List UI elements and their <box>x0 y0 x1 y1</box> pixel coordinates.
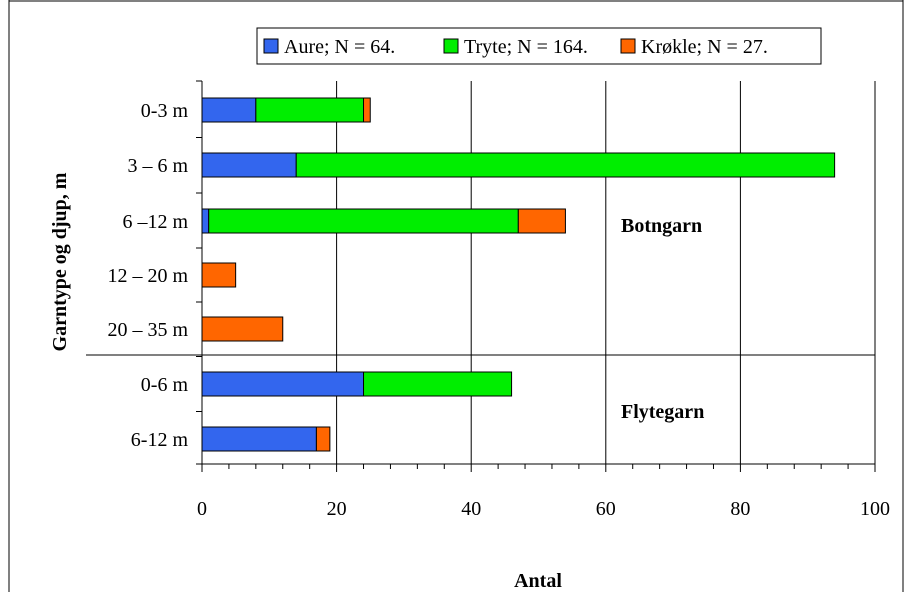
legend-items: Aure; N = 64. Tryte; N = 164. Krøkle; N = … <box>263 36 768 58</box>
bar-krokle-4 <box>201 316 284 342</box>
axis-layer <box>8 0 904 592</box>
legend-swatch-tryte <box>443 38 459 54</box>
label-layer: 0 20 40 60 80 100 0-3 m 3 – 6 m 6 –12 m 12 – 20 m… <box>107 100 890 520</box>
bar-krokle-2 <box>517 208 566 234</box>
bar-aure-0 <box>201 97 257 123</box>
bar-krokle-6 <box>315 426 331 452</box>
y-category-label-0: 0-3 m <box>141 100 189 122</box>
x-axis-title: Antal <box>514 570 562 592</box>
annotation-flytegarn: Flytegarn <box>621 401 704 423</box>
legend-label-aure: Aure; N = 64. <box>284 36 395 58</box>
bar-aure-1 <box>201 152 297 178</box>
y-category-label-1: 3 – 6 m <box>127 155 188 177</box>
y-axis-title: Garntype og djup, m <box>49 172 71 351</box>
y-category-label-5: 0-6 m <box>141 374 189 396</box>
bar-aure-6 <box>201 426 317 452</box>
x-tick-label-0: 0 <box>197 498 207 520</box>
grid-layer <box>336 81 876 464</box>
x-tick-label-40: 40 <box>461 498 481 520</box>
x-tick-label-100: 100 <box>860 498 890 520</box>
y-category-label-2: 6 –12 m <box>122 211 188 233</box>
legend-label-tryte: Tryte; N = 164. <box>464 36 588 58</box>
y-category-label-6: 6-12 m <box>131 429 189 451</box>
stacked-bar-chart: 0 20 40 60 80 100 0-3 m 3 – 6 m 6 –12 m 12 – 20 m… <box>8 0 904 592</box>
legend-swatch-aure <box>263 38 279 54</box>
bar-aure-2 <box>201 208 210 234</box>
annotation-botngarn: Botngarn <box>621 215 702 237</box>
bar-aure-5 <box>201 371 365 397</box>
y-category-label-3: 12 – 20 m <box>107 265 188 287</box>
bar-krokle-3 <box>201 262 237 288</box>
legend-swatch-krokle <box>620 38 636 54</box>
bar-tryte-1 <box>295 152 836 178</box>
x-tick-label-60: 60 <box>596 498 616 520</box>
legend-label-krokle: Krøkle; N = 27. <box>641 36 768 58</box>
x-tick-label-20: 20 <box>327 498 347 520</box>
y-category-label-4: 20 – 35 m <box>107 319 188 341</box>
x-tick-label-80: 80 <box>730 498 750 520</box>
legend-box <box>256 27 822 65</box>
bar-layer <box>201 97 836 452</box>
bar-krokle-0 <box>363 97 371 123</box>
legend: Aure; N = 64. Tryte; N = 164. Krøkle; N = … <box>256 27 822 65</box>
chart-frame: 0 20 40 60 80 100 0-3 m 3 – 6 m 6 –12 m 12 – 20 m… <box>8 0 904 592</box>
bar-tryte-0 <box>255 97 365 123</box>
bar-tryte-2 <box>208 208 519 234</box>
bar-tryte-5 <box>363 371 513 397</box>
